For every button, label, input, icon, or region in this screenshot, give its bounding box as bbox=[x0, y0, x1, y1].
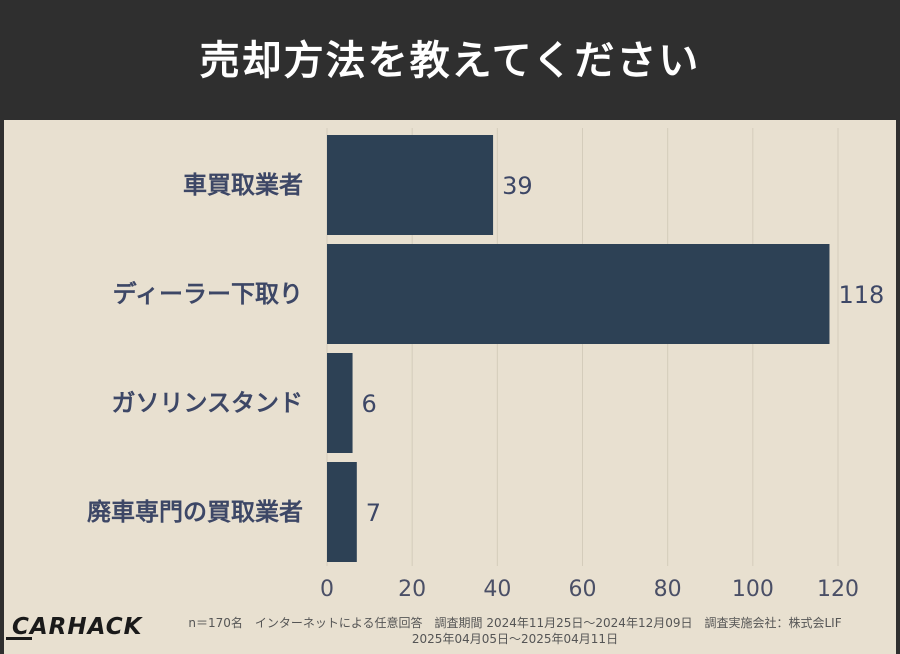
frame-left bbox=[0, 120, 4, 654]
x-tick-label: 40 bbox=[483, 577, 511, 602]
bar-0 bbox=[327, 135, 494, 235]
value-label: 39 bbox=[502, 172, 533, 200]
x-tick-label: 60 bbox=[569, 577, 597, 602]
footnote-line-2: 2025年04月05日〜2025年04月11日 bbox=[411, 632, 619, 646]
carhack-logo: CARHACK bbox=[12, 614, 143, 640]
survey-footnote: n＝170名 インターネットによる任意回答 調査期間 2024年11月25日〜2… bbox=[150, 615, 880, 647]
value-label: 7 bbox=[366, 499, 381, 527]
x-tick-label: 100 bbox=[732, 577, 774, 602]
logo-underline bbox=[6, 637, 32, 640]
x-tick-label: 20 bbox=[398, 577, 426, 602]
x-tick-label: 80 bbox=[654, 577, 682, 602]
bar-1 bbox=[327, 244, 830, 344]
category-label: 車買取業者 bbox=[183, 171, 303, 199]
value-label: 118 bbox=[838, 281, 884, 309]
category-label: 廃車専門の買取業者 bbox=[87, 498, 303, 526]
footnote-line-1: n＝170名 インターネットによる任意回答 調査期間 2024年11月25日〜2… bbox=[188, 616, 842, 630]
bar-2 bbox=[327, 353, 353, 453]
x-tick-label: 120 bbox=[817, 577, 859, 602]
page-title: 売却方法を教えてください bbox=[199, 38, 701, 84]
header-bar: 売却方法を教えてください bbox=[0, 0, 900, 120]
frame-right bbox=[896, 120, 900, 654]
x-tick-label: 0 bbox=[320, 577, 334, 602]
category-label: ガソリンスタンド bbox=[111, 389, 303, 417]
bar-3 bbox=[327, 462, 357, 562]
category-label: ディーラー下取り bbox=[113, 280, 303, 308]
value-label: 6 bbox=[362, 390, 377, 418]
